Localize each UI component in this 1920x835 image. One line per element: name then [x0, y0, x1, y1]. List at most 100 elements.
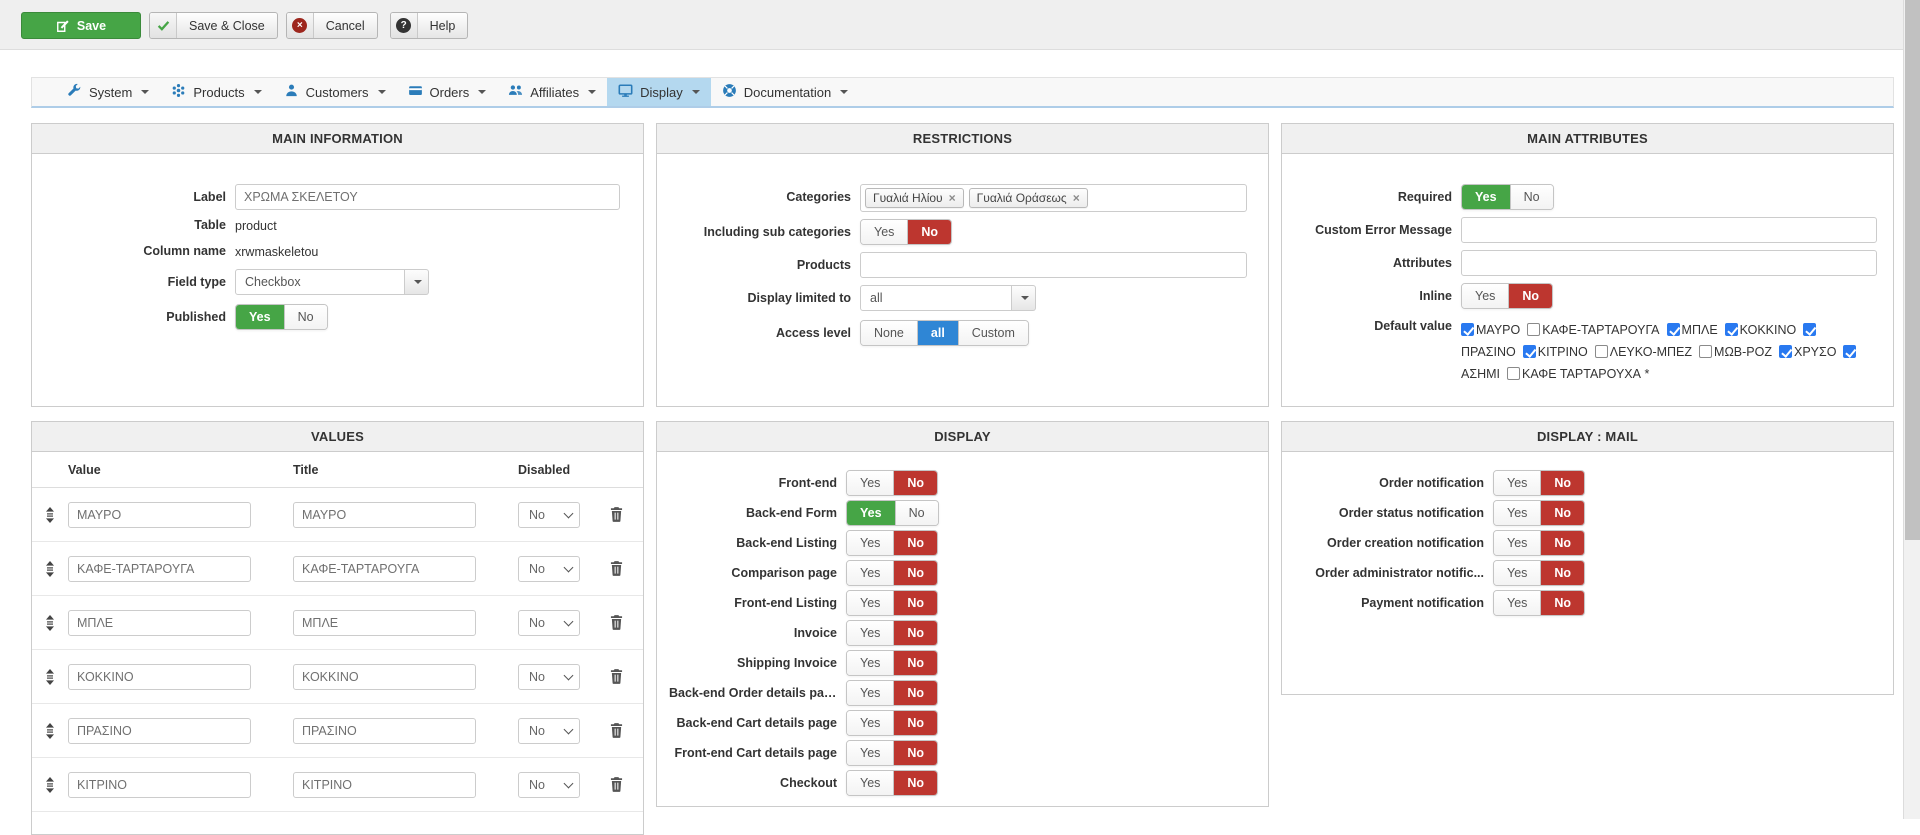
remove-tag-icon[interactable]: × [948, 191, 956, 205]
toggle-no[interactable]: No [1540, 591, 1585, 615]
default-value-checkbox[interactable] [1506, 367, 1520, 380]
default-value-checkbox[interactable] [1778, 345, 1792, 358]
toggle-yes[interactable]: Yes [861, 220, 908, 244]
trash-icon[interactable] [598, 615, 634, 630]
toggle-yes[interactable]: Yes [847, 681, 894, 705]
toggle-no[interactable]: No [893, 651, 938, 675]
default-value-checkbox[interactable] [1699, 345, 1713, 358]
disabled-select[interactable]: No [518, 717, 580, 744]
access-all[interactable]: all [916, 321, 958, 345]
page-scrollbar[interactable] [1903, 0, 1920, 819]
front-end-toggle[interactable]: Yes No [846, 470, 939, 496]
order-administrator-notification-toggle[interactable]: Yes No [1493, 560, 1586, 586]
value-input[interactable] [68, 717, 251, 744]
menu-item-documentation[interactable]: Documentation [711, 78, 859, 106]
toggle-no[interactable]: No [893, 681, 938, 705]
access-none[interactable]: None [861, 321, 917, 345]
drag-handle-icon[interactable] [32, 776, 68, 793]
access-custom[interactable]: Custom [957, 321, 1028, 345]
toggle-no[interactable]: No [893, 621, 938, 645]
menu-item-system[interactable]: System [56, 78, 160, 106]
cancel-button[interactable]: × Cancel [285, 12, 378, 39]
toggle-no[interactable]: No [893, 741, 938, 765]
default-value-checkbox[interactable] [1594, 345, 1608, 358]
categories-input[interactable]: Γυαλιά Ηλίου × Γυαλιά Οράσεως × [860, 184, 1247, 212]
toggle-yes[interactable]: Yes [847, 591, 894, 615]
disabled-select[interactable]: No [518, 771, 580, 798]
toggle-no[interactable]: No [893, 531, 938, 555]
save-close-button[interactable]: Save & Close [149, 12, 278, 39]
save-button[interactable]: Save [21, 12, 141, 39]
scrollbar-thumb[interactable] [1905, 0, 1920, 540]
value-input[interactable] [68, 501, 251, 528]
drag-handle-icon[interactable] [32, 614, 68, 631]
shipping-invoice-toggle[interactable]: Yes No [846, 650, 939, 676]
title-input[interactable] [293, 771, 476, 798]
disabled-select[interactable]: No [518, 609, 580, 636]
toggle-no[interactable]: No [893, 711, 938, 735]
trash-icon[interactable] [598, 669, 634, 684]
toggle-no[interactable]: No [1540, 471, 1585, 495]
toggle-yes[interactable]: Yes [1494, 531, 1541, 555]
category-tag[interactable]: Γυαλιά Ηλίου × [865, 188, 964, 208]
front-end-cart-details-toggle[interactable]: Yes No [846, 740, 939, 766]
back-end-form-toggle[interactable]: Yes No [846, 500, 939, 526]
default-value-checkbox[interactable] [1461, 323, 1474, 336]
drag-handle-icon[interactable] [32, 506, 68, 523]
including-sub-categories-toggle[interactable]: Yes No [860, 219, 953, 245]
published-no[interactable]: No [283, 305, 327, 329]
toggle-yes[interactable]: Yes [847, 501, 895, 525]
toggle-no[interactable]: No [907, 220, 952, 244]
default-value-checkbox[interactable] [1666, 323, 1680, 336]
toggle-yes[interactable]: Yes [1494, 501, 1541, 525]
title-input[interactable] [293, 609, 476, 636]
display-limited-dropdown-button[interactable] [1012, 285, 1036, 311]
trash-icon[interactable] [598, 507, 634, 522]
toggle-yes[interactable]: Yes [847, 531, 894, 555]
toggle-yes[interactable]: Yes [847, 621, 894, 645]
help-button[interactable]: ? Help [389, 12, 469, 39]
checkout-toggle[interactable]: Yes No [846, 770, 939, 796]
custom-error-message-input[interactable] [1461, 217, 1877, 243]
default-value-checkbox[interactable] [1527, 323, 1541, 336]
value-input[interactable] [68, 663, 251, 690]
menu-item-orders[interactable]: Orders [397, 78, 498, 106]
toggle-yes[interactable]: Yes [1494, 471, 1541, 495]
menu-item-customers[interactable]: Customers [273, 78, 397, 106]
menu-item-affiliates[interactable]: Affiliates [497, 78, 607, 106]
front-end-listing-toggle[interactable]: Yes No [846, 590, 939, 616]
value-input[interactable] [68, 555, 251, 582]
toggle-yes[interactable]: Yes [847, 561, 894, 585]
display-limited-select[interactable]: all [860, 285, 1036, 311]
default-value-checkbox[interactable] [1803, 323, 1817, 336]
invoice-toggle[interactable]: Yes No [846, 620, 939, 646]
drag-handle-icon[interactable] [32, 668, 68, 685]
remove-tag-icon[interactable]: × [1072, 191, 1080, 205]
toggle-yes[interactable]: Yes [1494, 561, 1541, 585]
drag-handle-icon[interactable] [32, 560, 68, 577]
category-tag[interactable]: Γυαλιά Οράσεως × [968, 188, 1088, 208]
toggle-no[interactable]: No [893, 771, 938, 795]
toggle-no[interactable]: No [893, 471, 938, 495]
label-input[interactable] [235, 184, 620, 210]
drag-handle-icon[interactable] [32, 722, 68, 739]
toggle-yes[interactable]: Yes [1462, 284, 1509, 308]
trash-icon[interactable] [598, 777, 634, 792]
back-end-cart-details-toggle[interactable]: Yes No [846, 710, 939, 736]
toggle-no[interactable]: No [1540, 531, 1585, 555]
field-type-select[interactable]: Checkbox [235, 269, 429, 295]
required-toggle[interactable]: Yes No [1461, 184, 1554, 210]
toggle-no[interactable]: No [894, 501, 938, 525]
title-input[interactable] [293, 717, 476, 744]
title-input[interactable] [293, 501, 476, 528]
payment-notification-toggle[interactable]: Yes No [1493, 590, 1586, 616]
title-input[interactable] [293, 555, 476, 582]
disabled-select[interactable]: No [518, 501, 580, 528]
toggle-yes[interactable]: Yes [847, 741, 894, 765]
toggle-yes[interactable]: Yes [1462, 185, 1510, 209]
title-input[interactable] [293, 663, 476, 690]
toggle-yes[interactable]: Yes [1494, 591, 1541, 615]
products-input[interactable] [860, 252, 1247, 278]
toggle-no[interactable]: No [1540, 561, 1585, 585]
order-notification-toggle[interactable]: Yes No [1493, 470, 1586, 496]
